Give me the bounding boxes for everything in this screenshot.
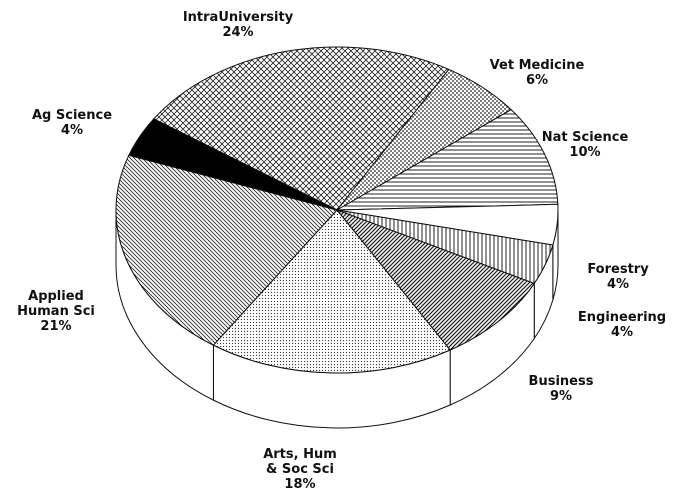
value-label: 24%	[222, 25, 254, 40]
slice-label: Arts, Hum & Soc Sci 18%	[263, 447, 337, 492]
category-label: Business	[528, 374, 594, 389]
pie-slice	[128, 118, 338, 211]
value-label: 6%	[525, 73, 549, 88]
value-label: 4%	[606, 277, 630, 292]
value-label: 4%	[610, 325, 634, 340]
slice-label: Forestry 4%	[587, 262, 648, 292]
category-label: Ag Science	[31, 108, 113, 123]
category-label: Nat Science	[541, 130, 629, 145]
pie-slice	[115, 154, 338, 346]
slice-label: Business 9%	[529, 374, 594, 404]
pie-slice	[212, 209, 451, 374]
category-label: Arts, Hum & Soc Sci	[263, 447, 337, 477]
slice-label: Vet Medicine 6%	[490, 58, 585, 88]
category-label: Engineering	[577, 310, 667, 325]
slice-label: Nat Science 10%	[542, 130, 629, 160]
pie-slice	[336, 109, 559, 211]
pie-slice	[152, 46, 450, 211]
slice-label: IntraUniversity 24%	[183, 10, 293, 40]
value-label: 4%	[60, 123, 84, 138]
slice-label: Ag Science 4%	[32, 108, 112, 138]
value-label: 10%	[569, 145, 601, 160]
category-label: Forestry	[587, 262, 649, 277]
value-label: 9%	[549, 389, 573, 404]
category-label: Applied Human Sci	[17, 289, 95, 319]
pie-slice	[335, 208, 536, 351]
category-label: IntraUniversity	[182, 10, 294, 25]
category-label: Vet Medicine	[489, 58, 585, 73]
value-label: 18%	[284, 477, 316, 492]
slice-label: Applied Human Sci 21%	[17, 289, 95, 334]
slice-label: Engineering 4%	[578, 310, 666, 340]
value-label: 21%	[40, 319, 72, 334]
